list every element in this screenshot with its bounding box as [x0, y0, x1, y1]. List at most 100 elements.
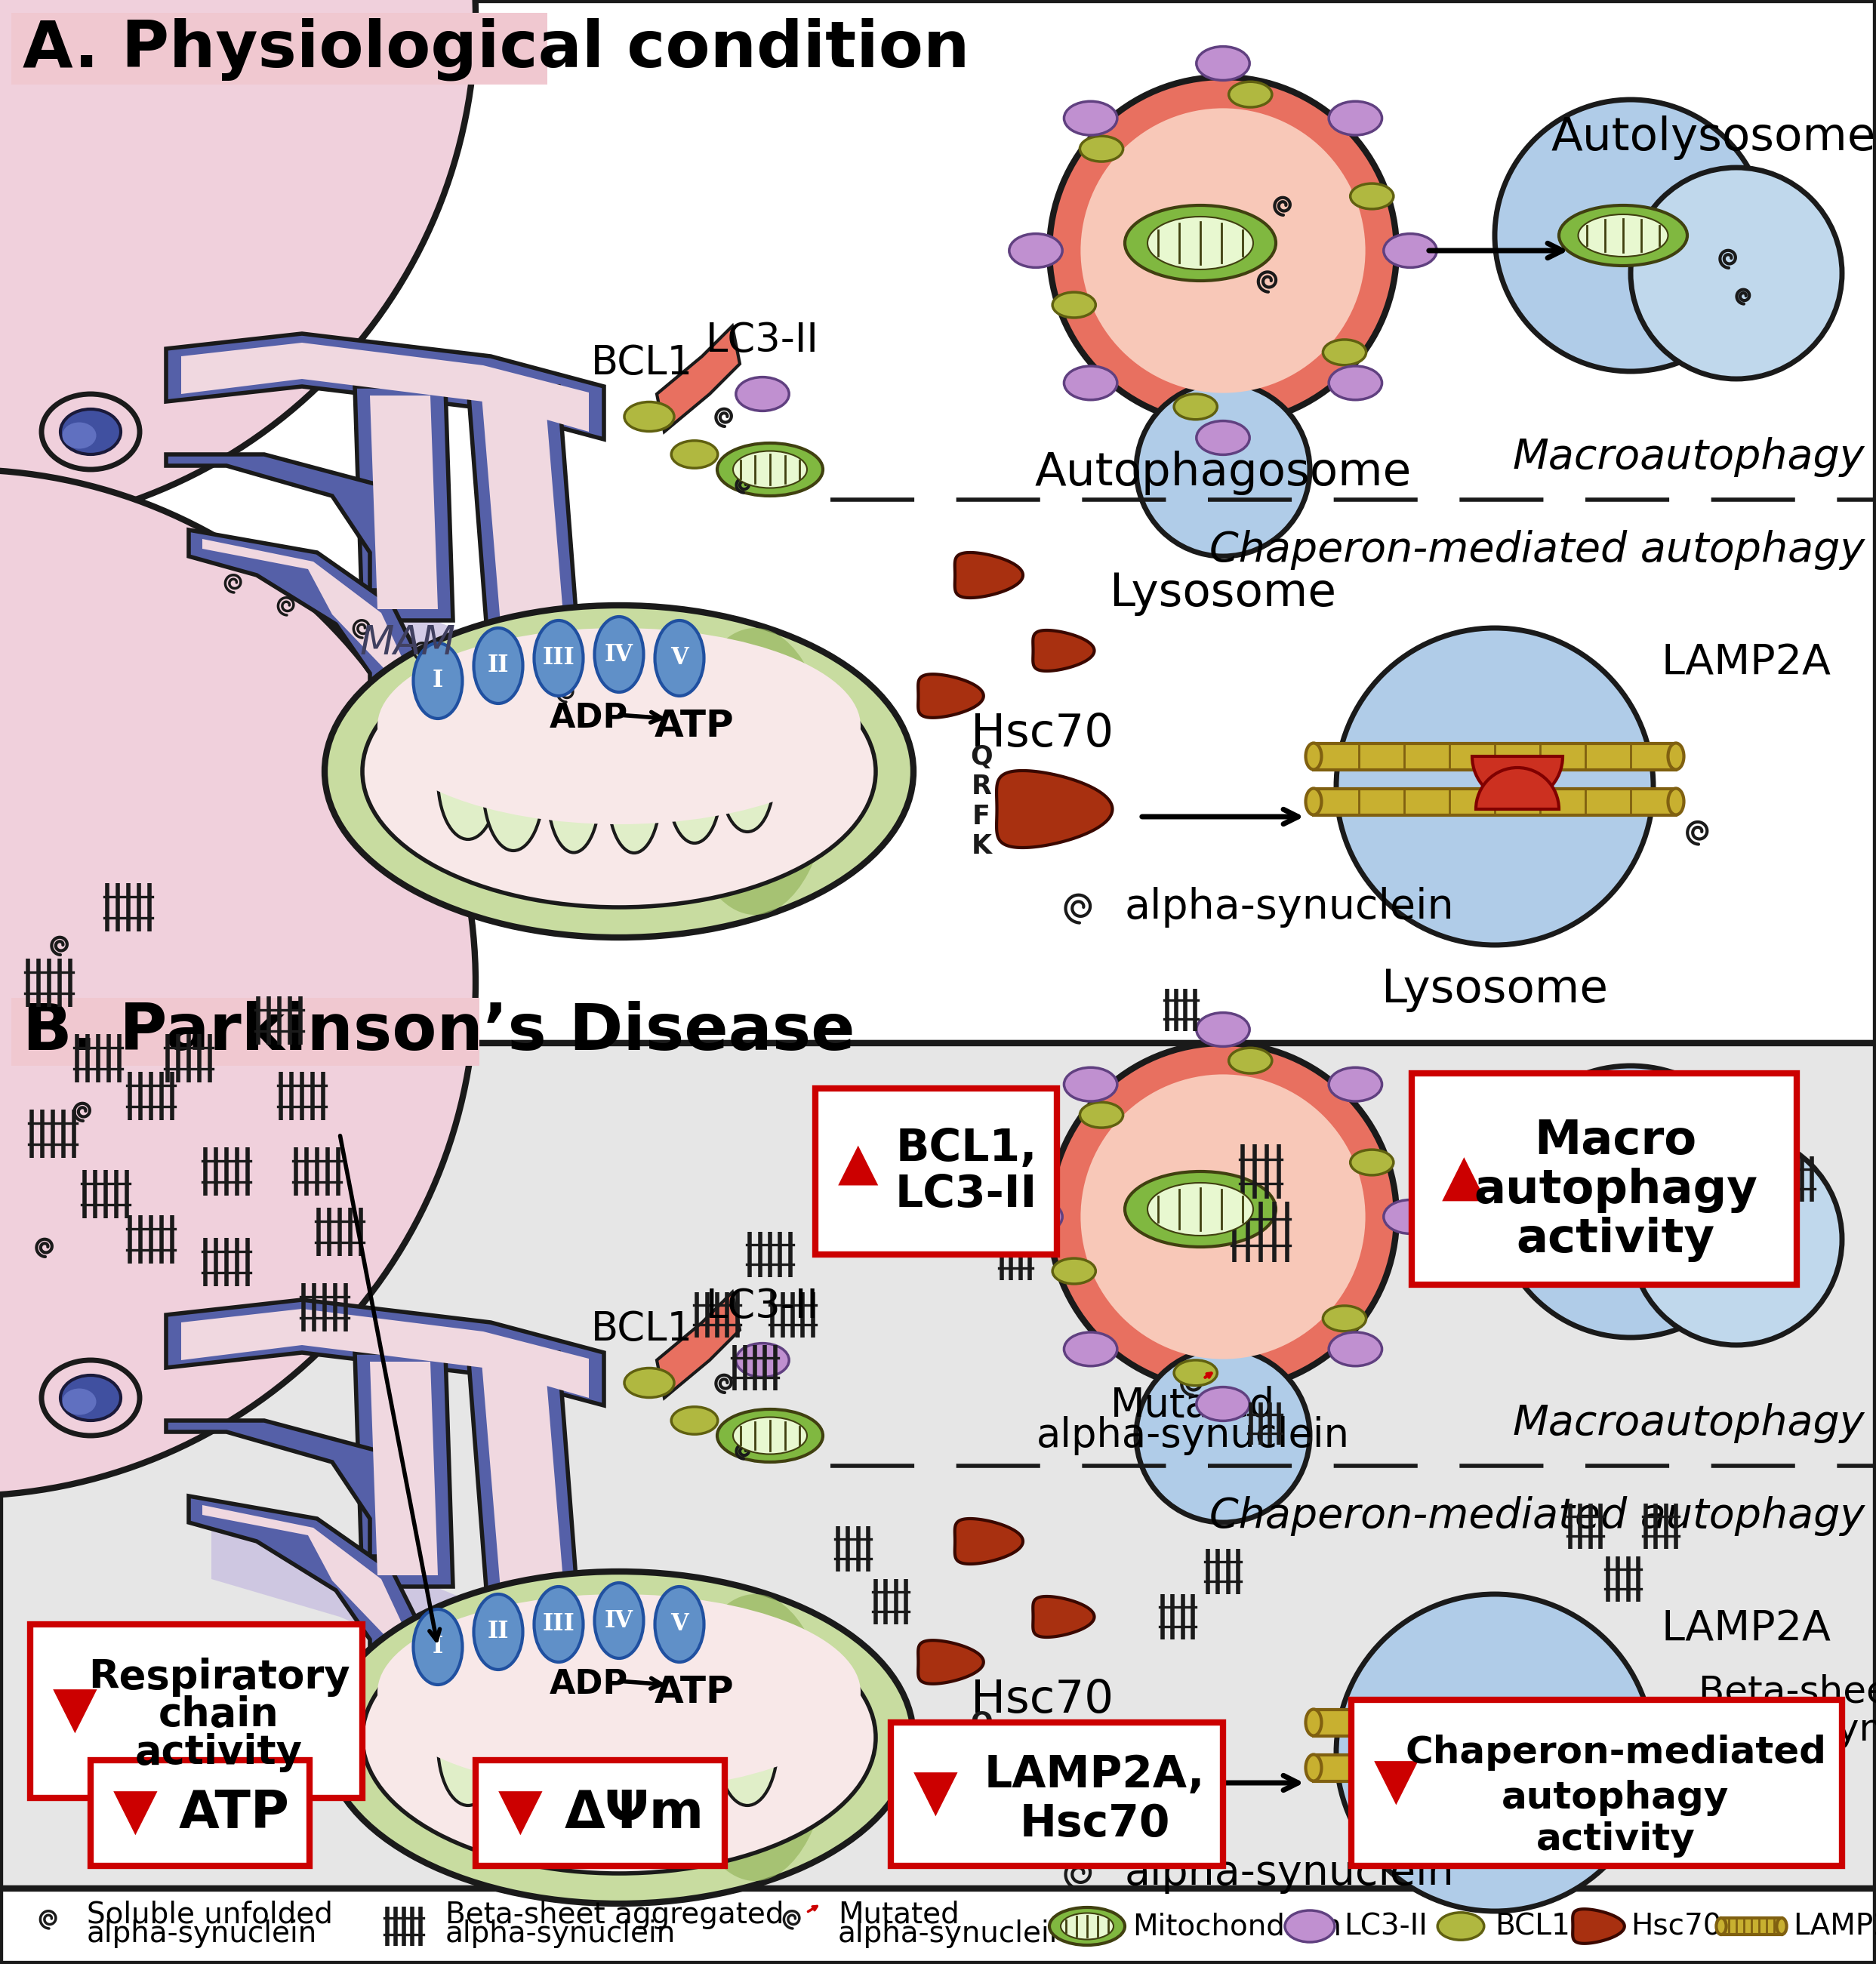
Ellipse shape	[1229, 1049, 1272, 1074]
Ellipse shape	[413, 642, 461, 719]
Ellipse shape	[1323, 1306, 1366, 1332]
Text: Macroautophagy: Macroautophagy	[1512, 1402, 1865, 1444]
Text: Hsc70: Hsc70	[1019, 1803, 1171, 1846]
Ellipse shape	[1126, 1171, 1276, 1247]
Ellipse shape	[475, 628, 523, 703]
Text: LC3-II: LC3-II	[705, 1286, 820, 1326]
Ellipse shape	[1081, 1102, 1124, 1127]
Bar	[1351, 1699, 1842, 1866]
Text: alpha-synuclein: alpha-synuclein	[1126, 888, 1454, 927]
Circle shape	[1630, 167, 1842, 379]
Polygon shape	[189, 1497, 422, 1677]
Ellipse shape	[475, 1595, 523, 1669]
Ellipse shape	[595, 617, 643, 691]
Text: Lysosome: Lysosome	[1381, 968, 1608, 1011]
Ellipse shape	[1285, 1911, 1334, 1942]
Ellipse shape	[717, 444, 824, 495]
Ellipse shape	[734, 452, 807, 487]
Ellipse shape	[1578, 1180, 1668, 1224]
Ellipse shape	[325, 605, 914, 937]
Ellipse shape	[1064, 365, 1118, 401]
Text: BCL1: BCL1	[591, 1310, 692, 1349]
Ellipse shape	[60, 1375, 120, 1420]
Polygon shape	[657, 326, 739, 432]
Text: LAMP2A,: LAMP2A,	[985, 1754, 1204, 1797]
Circle shape	[1081, 108, 1366, 393]
Ellipse shape	[535, 621, 583, 695]
Circle shape	[1336, 628, 1653, 945]
Text: ΔΨm: ΔΨm	[565, 1787, 704, 1838]
Ellipse shape	[362, 1603, 876, 1874]
Ellipse shape	[1049, 1907, 1126, 1944]
Ellipse shape	[1351, 183, 1394, 208]
Text: Chaperon-mediated autophagy: Chaperon-mediated autophagy	[1210, 1497, 1865, 1536]
Ellipse shape	[1174, 395, 1218, 420]
Ellipse shape	[1384, 234, 1437, 267]
Text: II: II	[488, 1620, 508, 1644]
Text: alpha-synuclein: alpha-synuclein	[1698, 1713, 1876, 1748]
Ellipse shape	[362, 636, 876, 907]
Ellipse shape	[544, 1697, 604, 1817]
Ellipse shape	[595, 1583, 643, 1658]
Polygon shape	[212, 1526, 679, 1707]
Text: Hsc70: Hsc70	[970, 711, 1112, 756]
Bar	[1313, 1709, 1675, 1736]
Bar	[90, 1760, 310, 1866]
Text: ▲: ▲	[1443, 1151, 1486, 1208]
Text: Soluble unfolded: Soluble unfolded	[86, 1901, 332, 1929]
Ellipse shape	[1437, 1913, 1484, 1940]
Polygon shape	[1572, 1909, 1625, 1944]
Ellipse shape	[1060, 1913, 1114, 1940]
Text: Q
R
F
K: Q R F K	[970, 744, 992, 858]
Text: III: III	[542, 1612, 574, 1636]
Ellipse shape	[1559, 206, 1687, 265]
Text: ADP: ADP	[550, 1669, 628, 1701]
Text: LC3-II: LC3-II	[895, 1173, 1037, 1216]
Circle shape	[1630, 1133, 1842, 1345]
Polygon shape	[189, 530, 422, 711]
Text: BCL1: BCL1	[591, 344, 692, 383]
Polygon shape	[203, 1504, 407, 1667]
Bar	[11, 998, 480, 1066]
Text: BCL1: BCL1	[1495, 1911, 1570, 1940]
Text: MAM: MAM	[360, 623, 456, 662]
Text: LAMP2A: LAMP2A	[1793, 1911, 1876, 1940]
Text: II: II	[488, 654, 508, 678]
Text: ▼: ▼	[113, 1785, 158, 1840]
Bar	[1313, 1754, 1675, 1781]
Text: IV: IV	[604, 1609, 634, 1632]
Ellipse shape	[1668, 788, 1685, 815]
Ellipse shape	[548, 729, 600, 852]
Circle shape	[1137, 383, 1309, 556]
Bar	[11, 14, 548, 84]
Ellipse shape	[1064, 1332, 1118, 1367]
Ellipse shape	[1064, 102, 1118, 136]
Text: activity: activity	[135, 1732, 302, 1772]
Text: ATP: ATP	[178, 1787, 289, 1838]
Text: alpha-synuclein: alpha-synuclein	[86, 1919, 317, 1948]
Ellipse shape	[1384, 1200, 1437, 1233]
Circle shape	[1137, 1349, 1309, 1522]
Ellipse shape	[377, 1595, 861, 1791]
Text: Chaperon-mediated: Chaperon-mediated	[1405, 1734, 1825, 1772]
Polygon shape	[370, 395, 437, 609]
Polygon shape	[996, 1736, 1112, 1815]
Text: Beta-sheet aggregated: Beta-sheet aggregated	[445, 1901, 784, 1929]
Ellipse shape	[1009, 234, 1062, 267]
Ellipse shape	[1668, 1709, 1685, 1736]
Polygon shape	[355, 1353, 452, 1587]
Text: Hsc70: Hsc70	[970, 1677, 1112, 1722]
Polygon shape	[167, 1420, 415, 1555]
Circle shape	[1495, 100, 1767, 371]
Text: ▼: ▼	[499, 1785, 542, 1840]
Ellipse shape	[608, 733, 660, 852]
Polygon shape	[467, 387, 582, 682]
Ellipse shape	[535, 1587, 583, 1662]
Ellipse shape	[377, 628, 861, 825]
Bar	[0, 0, 1876, 1043]
Ellipse shape	[62, 422, 96, 448]
Ellipse shape	[1717, 1919, 1726, 1935]
Text: alpha-synuclein: alpha-synuclein	[1036, 1416, 1349, 1455]
Text: ▼: ▼	[53, 1683, 98, 1738]
Text: Macroautophagy: Macroautophagy	[1512, 438, 1865, 477]
